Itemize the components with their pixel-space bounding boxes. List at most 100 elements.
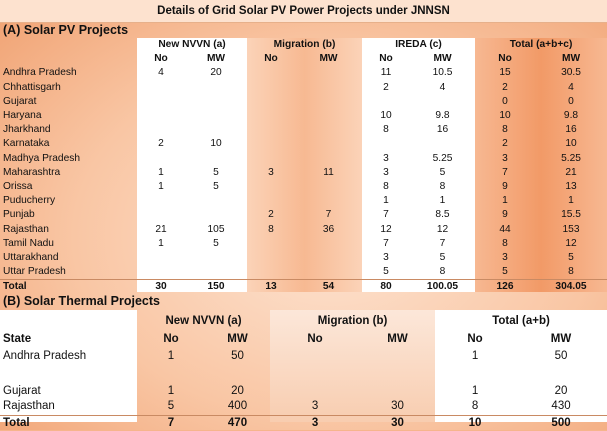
pv-no-cell [362, 95, 410, 109]
pv-no-cell: 3 [502, 152, 508, 164]
pv-mw-cell: 15.5 [561, 209, 581, 221]
pv-mw-cell: 105 [207, 223, 225, 235]
thermal-sub-header: MW [387, 332, 408, 345]
pv-mw-cell: 5 [439, 251, 446, 263]
pv-migration-band [247, 38, 362, 292]
thermal-state-cell: Rajasthan [3, 400, 55, 413]
pv-mw-cell [185, 194, 247, 208]
pv-no-cell: 3 [383, 166, 389, 178]
pv-no-cell: 1 [502, 195, 508, 207]
thermal-sub-header: No [163, 332, 179, 345]
pv-no-cell: 8 [383, 180, 389, 192]
thermal-no-cell: 3 [270, 414, 361, 431]
pv-sub-header-row: No MW No MW No MW No MW [0, 52, 607, 66]
pv-no-cell [247, 109, 295, 123]
pv-no-cell: 1 [158, 180, 164, 192]
pv-sub-header: MW [561, 53, 581, 65]
pv-mw-cell: 1 [439, 195, 446, 207]
pv-mw-cell [185, 251, 247, 265]
thermal-no-cell: 1 [167, 384, 175, 397]
thermal-state-cell: Andhra Pradesh [3, 349, 87, 362]
thermal-table-row: Andhra Pradesh 1 50 1 50 [0, 348, 607, 364]
pv-mw-cell [185, 123, 247, 137]
pv-table-row: Uttarakhand 3 5 3 5 [0, 251, 607, 265]
pv-table-row: Jharkhand 8 16 8 16 [0, 123, 607, 137]
pv-mw-cell: 11 [323, 166, 334, 178]
thermal-mw-cell: 50 [231, 349, 244, 362]
pv-state-cell: Jharkhand [3, 124, 51, 136]
thermal-total-row: Total 7 470 3 30 10 500 [0, 414, 607, 431]
thermal-state-cell [0, 364, 137, 383]
pv-no-cell [247, 180, 295, 194]
thermal-no-cell: 7 [137, 414, 205, 431]
thermal-state-band [0, 310, 137, 422]
thermal-state-cell: Gujarat [3, 384, 41, 397]
thermal-sub-header: MW [227, 332, 248, 345]
pv-group-header-row: New NVVN (a) Migration (b) IREDA (c) Tot… [0, 38, 607, 52]
pv-no-cell: 8 [502, 237, 508, 249]
pv-no-cell [137, 123, 185, 137]
pv-mw-cell: 5 [213, 180, 219, 192]
pv-mw-cell [295, 66, 362, 80]
pv-no-cell: 3 [383, 251, 389, 263]
thermal-section-heading: (B) Solar Thermal Projects [3, 294, 160, 308]
pv-mw-cell: 16 [436, 124, 449, 136]
pv-no-cell: 7 [383, 209, 389, 221]
pv-group-header: New NVVN (a) [158, 39, 226, 51]
pv-sub-header: MW [206, 53, 226, 65]
pv-mw-cell: 5 [439, 166, 446, 178]
pv-sub-header: No [264, 53, 278, 65]
pv-mw-cell [410, 137, 475, 151]
thermal-group-header: Migration (b) [317, 314, 388, 327]
pv-mw-cell [295, 81, 362, 95]
thermal-mw-cell: 470 [205, 414, 271, 431]
pv-no-cell [137, 208, 185, 222]
pv-sub-header: No [154, 53, 168, 65]
pv-total-row: Total 30 150 13 54 80 100.05 126 304.05 [0, 279, 607, 295]
pv-mw-cell [185, 81, 247, 95]
pv-no-cell: 8 [502, 124, 508, 136]
pv-state-cell: Chhattisgarh [3, 81, 61, 93]
thermal-no-cell: 8 [471, 400, 479, 413]
pv-mw-cell: 12 [436, 223, 449, 235]
pv-mw-cell: 12 [565, 237, 577, 249]
pv-mw-cell: 9.8 [563, 110, 579, 122]
pv-mw-cell: 5 [213, 166, 219, 178]
pv-state-col-blank [0, 52, 137, 66]
pv-sub-header: MW [433, 53, 452, 65]
pv-state-cell: Orissa [3, 180, 33, 192]
pv-no-cell [247, 194, 295, 208]
pv-mw-cell [185, 208, 247, 222]
pv-mw-cell [295, 95, 362, 109]
pv-no-cell [247, 81, 295, 95]
thermal-state-header: State [3, 332, 32, 345]
pv-table-row: Uttar Pradesh 5 8 5 8 [0, 265, 607, 280]
pv-table-row: Gujarat 0 0 [0, 95, 607, 109]
pv-no-cell [137, 109, 185, 123]
thermal-no-cell: 3 [311, 400, 319, 413]
pv-mw-cell: 30.5 [561, 67, 581, 79]
pv-mw-cell: 10 [210, 138, 222, 150]
pv-state-cell: Tamil Nadu [3, 237, 54, 249]
pv-group-header: Total (a+b+c) [509, 39, 573, 51]
pv-mw-cell [295, 180, 362, 194]
pv-mw-cell: 1 [568, 195, 574, 207]
pv-no-cell: 2 [502, 138, 508, 150]
thermal-mw-cell [515, 364, 607, 383]
pv-no-cell: 4 [158, 67, 164, 79]
pv-table-row: Andhra Pradesh 4 20 11 10.5 15 30.5 [0, 66, 607, 80]
pv-mw-cell: 5.25 [561, 152, 581, 164]
pv-mw-cell: 150 [185, 279, 247, 295]
pv-mw-cell: 8.5 [435, 209, 450, 221]
pv-no-cell: 7 [383, 237, 389, 249]
pv-no-cell: 15 [499, 67, 511, 79]
pv-mw-cell: 7 [439, 237, 446, 249]
pv-no-cell [247, 237, 295, 251]
thermal-mw-cell [360, 364, 435, 383]
pv-no-cell: 5 [502, 266, 508, 278]
pv-mw-cell: 5 [213, 237, 219, 249]
page-title: Details of Grid Solar PV Power Projects … [0, 0, 607, 23]
pv-no-cell: 3 [268, 166, 274, 178]
thermal-mw-cell: 500 [515, 414, 607, 431]
